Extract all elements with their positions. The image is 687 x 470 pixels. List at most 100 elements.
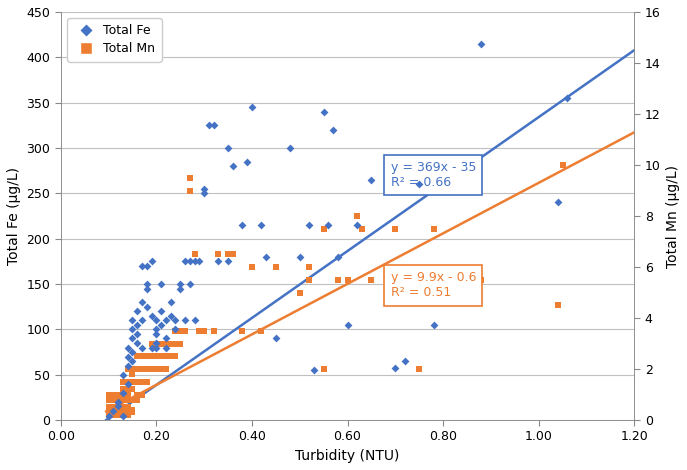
Point <box>223 251 234 258</box>
Point <box>108 404 119 411</box>
Point <box>170 352 181 360</box>
Point <box>247 263 258 271</box>
Point <box>137 352 148 360</box>
Point <box>142 365 153 373</box>
Point <box>122 380 133 388</box>
Point <box>428 321 439 329</box>
Point <box>213 258 224 265</box>
Point <box>132 339 143 347</box>
Point <box>151 352 162 360</box>
Point <box>256 221 267 229</box>
Point <box>342 321 353 329</box>
Point <box>390 225 401 233</box>
Point <box>113 406 124 414</box>
Point <box>151 340 162 347</box>
Point <box>146 352 157 360</box>
Point <box>127 406 138 414</box>
Point <box>179 258 190 265</box>
Point <box>557 161 568 169</box>
Point <box>170 326 181 333</box>
Point <box>142 303 153 311</box>
Point <box>318 365 329 373</box>
Point <box>122 378 133 385</box>
Point <box>174 340 185 347</box>
Point <box>108 407 119 415</box>
Point <box>103 391 114 399</box>
X-axis label: Turbidity (NTU): Turbidity (NTU) <box>295 449 400 463</box>
Point <box>184 280 195 288</box>
Point <box>256 327 267 335</box>
Point <box>294 253 305 260</box>
Point <box>328 126 339 133</box>
Point <box>261 253 272 260</box>
Point <box>151 326 162 333</box>
Point <box>304 276 315 283</box>
Point <box>399 174 410 181</box>
Point <box>476 40 487 47</box>
Point <box>137 262 148 270</box>
Point <box>127 365 138 373</box>
Point <box>146 352 157 360</box>
Point <box>227 251 238 258</box>
Point <box>137 298 148 306</box>
Point <box>146 340 157 347</box>
Point <box>156 321 167 329</box>
Point <box>170 340 181 347</box>
Point <box>247 103 258 111</box>
Point <box>113 401 124 408</box>
Point <box>161 352 172 360</box>
Point <box>117 396 128 403</box>
Point <box>127 357 138 365</box>
Point <box>132 378 143 385</box>
Point <box>161 365 172 373</box>
Point <box>174 280 185 288</box>
Point <box>151 339 162 347</box>
Point <box>142 280 153 288</box>
Point <box>156 365 167 373</box>
Point <box>127 396 138 403</box>
Point <box>156 352 167 360</box>
Point <box>151 365 162 373</box>
Point <box>122 396 133 403</box>
Point <box>156 352 167 360</box>
Point <box>127 386 138 393</box>
Point <box>132 391 143 399</box>
Point <box>132 307 143 315</box>
Point <box>142 365 153 373</box>
Point <box>151 365 162 373</box>
Point <box>117 389 128 397</box>
Point <box>318 225 329 233</box>
Point <box>318 108 329 116</box>
Point <box>117 406 128 414</box>
Point <box>151 352 162 360</box>
Point <box>113 403 124 410</box>
Point <box>156 280 167 288</box>
Y-axis label: Total Fe (μg/L): Total Fe (μg/L) <box>7 167 21 265</box>
Point <box>194 258 205 265</box>
Point <box>146 258 157 265</box>
Point <box>476 276 487 283</box>
Point <box>127 326 138 333</box>
Legend: Total Fe, Total Mn: Total Fe, Total Mn <box>67 18 161 62</box>
Point <box>127 409 138 416</box>
Point <box>113 404 124 411</box>
Point <box>122 411 133 419</box>
Point <box>284 144 295 152</box>
Point <box>122 391 133 399</box>
Point <box>117 404 128 411</box>
Point <box>132 378 143 385</box>
Point <box>103 412 114 419</box>
Point <box>113 398 124 406</box>
Point <box>161 344 172 351</box>
Point <box>189 258 200 265</box>
Point <box>161 340 172 347</box>
Point <box>366 276 377 283</box>
Point <box>127 370 138 378</box>
Point <box>108 411 119 419</box>
Point <box>179 317 190 324</box>
Point <box>117 378 128 385</box>
Point <box>294 289 305 296</box>
Point <box>117 391 128 399</box>
Point <box>142 352 153 360</box>
Point <box>414 180 425 188</box>
